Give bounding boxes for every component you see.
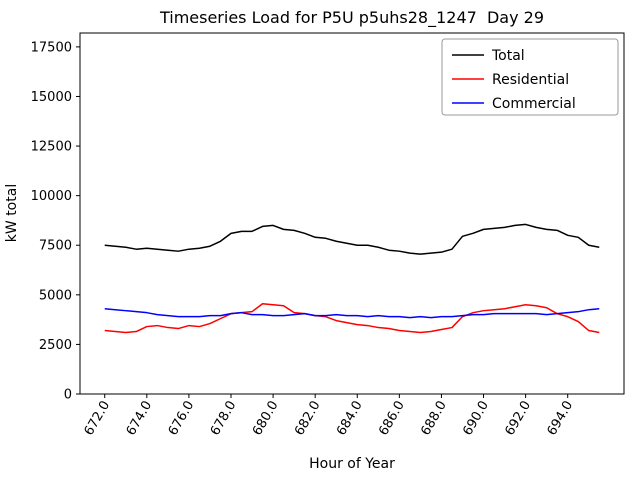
y-tick-label: 2500 [39,338,72,353]
x-tick-label: 684.0 [334,399,366,439]
plot-area: 0 2500 5000 7500 10000 12500 15000 17500 672.0 67… [31,32,625,439]
x-axis-label: Hour of Year [309,456,395,472]
x-tick-label: 680.0 [250,399,282,439]
series-line-total [104,223,600,255]
y-axis-label: kW total [4,184,20,242]
legend-box [441,38,619,116]
x-tick-label: 678.0 [208,399,240,439]
legend-label-commercial: Commercial [492,96,576,112]
series-line-residential [104,303,600,334]
y-tick-label: 15000 [31,90,72,105]
y-tick-label: 12500 [31,140,72,155]
y-tick-label: 5000 [39,288,72,303]
x-tick-label: 690.0 [460,399,492,439]
y-tick-label: 7500 [39,239,72,254]
x-tick-label: 682.0 [292,399,324,439]
y-tick-label: 0 [64,388,72,403]
legend-label-residential: Residential [492,72,569,88]
series-line-commercial [104,307,600,319]
legend-label-total: Total [491,48,525,64]
x-tick-label: 674.0 [124,399,156,439]
series-lines [104,223,600,334]
x-tick-label: 676.0 [166,399,198,439]
x-tick-label: 688.0 [418,399,450,439]
x-tick-label: 686.0 [376,399,408,439]
chart-title: Timeseries Load for P5U p5uhs28_1247 Day… [159,8,544,28]
x-tick-label: 692.0 [502,399,534,439]
y-tick-label: 17500 [31,40,72,55]
y-tick-label: 10000 [31,189,72,204]
x-tick-label: 694.0 [545,399,577,439]
x-tick-label: 672.0 [82,399,114,439]
axes-box [79,32,625,395]
